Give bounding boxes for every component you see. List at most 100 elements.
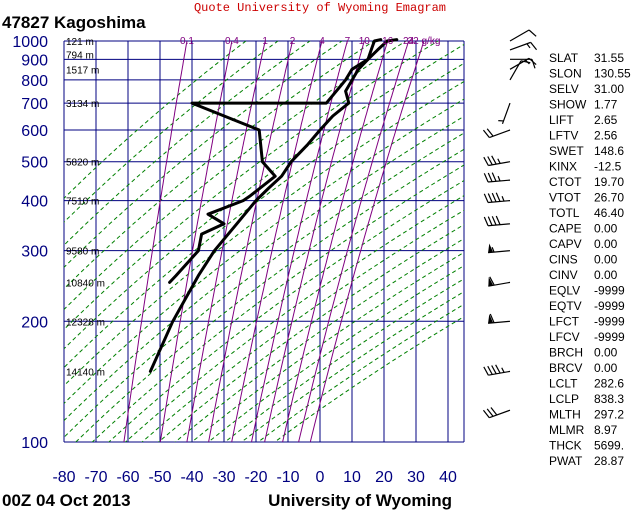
wind-barb-full: [528, 57, 537, 66]
index-value: 19.70: [594, 175, 624, 189]
index-name: LFCV: [549, 330, 580, 344]
dry-adiabat-line: [207, 265, 464, 442]
index-value: 28.87: [594, 454, 624, 468]
y-tick-label: 600: [21, 123, 48, 140]
wind-barbs: [482, 29, 538, 419]
wind-barb-half: [497, 158, 501, 164]
index-name: MLMR: [549, 423, 585, 437]
wind-barb-full: [487, 156, 493, 166]
height-label: 12328 m: [66, 317, 105, 328]
wind-barb-full: [528, 29, 537, 37]
wind-barb-full: [487, 193, 493, 203]
mixing-ratio-line: [250, 41, 348, 442]
wind-barb-full: [486, 408, 494, 417]
x-tick-label: 10: [343, 469, 361, 486]
wind-barb: [509, 29, 537, 42]
index-name: LFTV: [549, 129, 578, 143]
index-value: 26.70: [594, 191, 624, 205]
mixing-ratio-label: 2: [290, 36, 296, 47]
wind-barb-full: [520, 60, 531, 64]
x-tick-label: 40: [439, 469, 457, 486]
index-value: 282.6: [594, 377, 624, 391]
index-name: LIFT: [549, 113, 574, 127]
index-value: 0.00: [594, 268, 618, 282]
wind-barb-full: [491, 172, 497, 182]
wind-barb-full: [487, 365, 493, 375]
x-tick-label: 0: [316, 469, 325, 486]
dry-adiabat-line: [64, 41, 439, 331]
station-title: 47827 Kagoshima: [2, 13, 146, 32]
index-name: TOTL: [549, 206, 580, 220]
index-name: LFCT: [549, 315, 580, 329]
index-value: 8.97: [594, 423, 618, 437]
wind-barb-staff: [488, 320, 511, 324]
wind-barb-staff: [488, 281, 511, 287]
mixing-ratio-label: 32 g/kg: [408, 36, 441, 47]
dewpoint-profile: [168, 38, 383, 284]
mixing-ratio-lines: [123, 41, 425, 442]
mixing-ratio-label: 24: [403, 36, 415, 47]
wind-barb: [482, 407, 511, 419]
footer-credit: University of Wyoming: [268, 491, 452, 510]
index-value: 46.40: [594, 206, 624, 220]
isobar-isotherm-grid: [63, 40, 465, 443]
index-name: THCK: [549, 439, 582, 453]
height-label: 121 m: [66, 37, 94, 48]
wind-barb-full: [483, 156, 489, 166]
mixing-ratio-line: [231, 41, 323, 442]
index-name: CAPE: [549, 222, 582, 236]
index-value: -9999: [594, 330, 625, 344]
index-name: BRCH: [549, 346, 583, 360]
dry-adiabat-line: [64, 43, 464, 350]
x-tick-label: -10: [276, 469, 299, 486]
wind-barb: [483, 192, 511, 204]
wind-barb-full: [489, 313, 495, 323]
dry-adiabat-line: [75, 148, 464, 442]
mixing-ratio-line: [159, 41, 233, 442]
stability-indices-panel: SLAT 31.55 SLON 130.55 SELV 31.00 SHOW 1.77 LIFT…: [549, 51, 631, 468]
mixing-ratio-line: [264, 41, 365, 442]
index-value: 0.00: [594, 346, 618, 360]
banner-title: Quote University of Wyoming Emagram: [194, 1, 446, 15]
x-tick-label: -50: [148, 469, 171, 486]
index-name: CINV: [549, 268, 578, 282]
index-value: 2.65: [594, 113, 618, 127]
wind-barb: [483, 364, 511, 376]
x-tick-label: -80: [52, 469, 75, 486]
wind-barb-full: [483, 193, 489, 203]
index-name: EQLV: [549, 284, 580, 298]
index-value: -12.5: [594, 160, 622, 174]
x-tick-label: -60: [116, 469, 139, 486]
dry-adiabat-line: [64, 41, 375, 290]
index-name: SELV: [549, 82, 579, 96]
index-value: 0.00: [594, 253, 618, 267]
wind-barb-full: [490, 407, 498, 416]
wind-barb-pennant: [488, 243, 494, 253]
wind-barb-half: [501, 367, 505, 373]
index-name: KINX: [549, 160, 577, 174]
mixing-ratio-line: [208, 41, 294, 442]
wind-barb-half: [497, 175, 501, 182]
height-label: 7510 m: [66, 197, 99, 208]
index-name: LCLP: [549, 392, 579, 406]
x-tick-label: 20: [375, 469, 393, 486]
index-name: PWAT: [549, 454, 583, 468]
x-tick-label: -70: [84, 469, 107, 486]
index-name: SLAT: [549, 51, 579, 65]
wind-barb-staff: [509, 29, 530, 42]
index-name: BRCV: [549, 361, 582, 375]
dry-adiabat-line: [64, 41, 311, 246]
index-value: 0.00: [594, 361, 618, 375]
y-tick-label: 1000: [12, 34, 48, 51]
mixing-ratio-label: 16: [382, 36, 394, 47]
index-name: CINS: [549, 253, 578, 267]
index-name: SWET: [549, 144, 584, 158]
index-value: -9999: [594, 315, 625, 329]
wind-barb: [483, 172, 511, 183]
wind-barb-full: [487, 216, 493, 226]
y-tick-label: 100: [21, 435, 48, 452]
index-value: 838.3: [594, 392, 624, 406]
wind-barb: [483, 215, 511, 227]
